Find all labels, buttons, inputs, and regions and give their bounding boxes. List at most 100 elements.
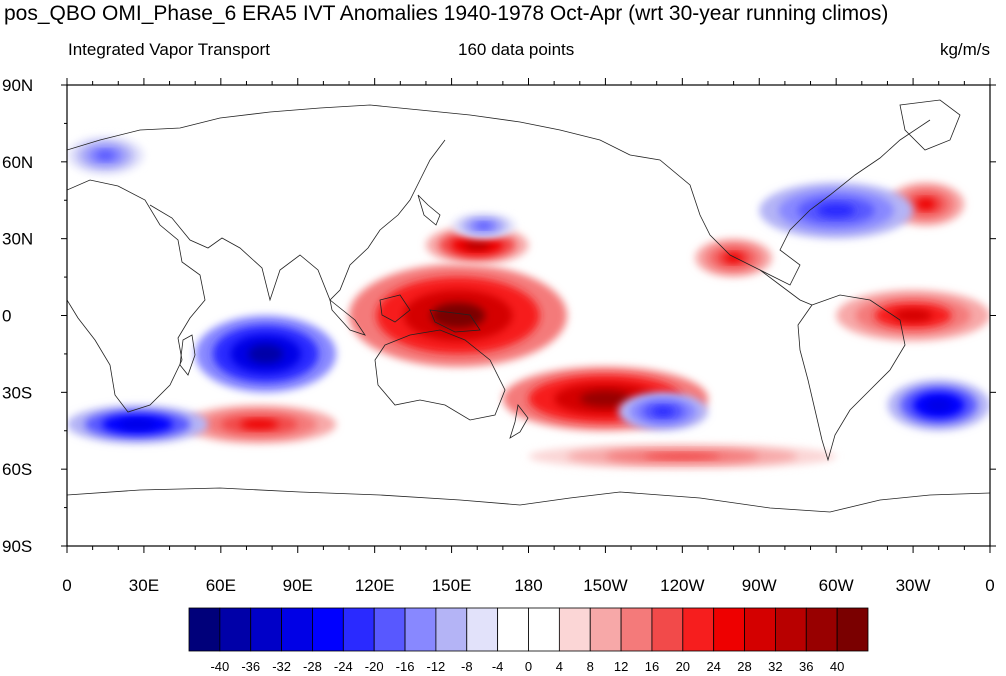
latitude-axis: 90N 60N 30N 0 30S 60S 90S [2, 76, 996, 556]
anomaly-region [618, 392, 708, 431]
colorbar-label: -20 [365, 659, 384, 674]
colorbar-label: 24 [706, 659, 720, 674]
lon-tick-label: 120E [355, 576, 395, 595]
anomaly-contour [643, 453, 721, 460]
anomaly-region [182, 405, 337, 444]
anomaly-contour [816, 203, 856, 218]
colorbar-swatch [312, 607, 344, 652]
colorbar-swatch [250, 607, 282, 652]
lat-tick-label: 60S [2, 460, 32, 479]
lon-tick-label: 150W [583, 576, 627, 595]
anomaly-contour [464, 240, 491, 250]
anomaly-region [349, 264, 567, 367]
coastline-sumatra [329, 299, 366, 336]
anomaly-region [836, 289, 990, 342]
lon-tick-label: 0 [62, 576, 71, 595]
colorbar-swatch [188, 607, 221, 652]
lat-tick-label: 30S [2, 383, 32, 402]
anomaly-field [67, 136, 990, 470]
colorbar-label: -16 [396, 659, 415, 674]
colorbar: -40 -36 -32 -28 -24 -20 -16 -12 -8 -4 0 4 8 12 16 20 24 2… [188, 607, 869, 674]
lon-tick-label: 120W [660, 576, 704, 595]
anomaly-region [759, 182, 914, 239]
colorbar-label: 36 [799, 659, 813, 674]
colorbar-label: -4 [492, 659, 504, 674]
lon-tick-label: 90E [283, 576, 313, 595]
colorbar-swatch [435, 607, 468, 652]
longitude-axis: 0 30E 60E 90E 120E 150E 180 150W 120W 90W 60W 30W 0 [62, 78, 995, 595]
anomaly-contour [248, 344, 284, 364]
anomaly-region [528, 443, 837, 470]
colorbar-swatch [589, 607, 622, 652]
colorbar-label: -40 [210, 659, 229, 674]
anomaly-contour [893, 309, 933, 322]
colorbar-swatch [373, 607, 406, 652]
coastline-borneo [379, 294, 411, 323]
colorbar-swatch [713, 607, 745, 652]
anomaly-contour [916, 198, 936, 210]
anomaly-contour [651, 406, 675, 417]
colorbar-swatch [558, 607, 591, 652]
colorbar-label: 20 [676, 659, 690, 674]
lat-tick-label: 0 [2, 307, 11, 326]
lon-tick-label: 30E [129, 576, 159, 595]
colorbar-label: -32 [272, 659, 291, 674]
colorbar-swatch [836, 607, 869, 652]
lon-tick-label: 30W [896, 576, 931, 595]
coastline-asia-south [149, 139, 446, 302]
anomaly-contour [579, 390, 632, 407]
colorbar-swatch [651, 607, 684, 652]
chart-title: pos_QBO OMI_Phase_6 ERA5 IVT Anomalies 1… [4, 2, 889, 25]
lon-tick-label: 180 [514, 576, 542, 595]
lon-tick-label: 60W [819, 576, 854, 595]
lat-tick-label: 30N [2, 230, 33, 249]
coastline-africa [67, 179, 206, 413]
colorbar-label: -36 [241, 659, 260, 674]
anomaly-region [67, 405, 209, 444]
anomaly-region [67, 136, 144, 175]
coastline-north-america [629, 119, 931, 286]
lon-tick-label: 60E [206, 576, 236, 595]
anomaly-contour [240, 419, 279, 430]
colorbar-label: -24 [334, 659, 353, 674]
lat-tick-label: 90S [2, 537, 32, 556]
coastline-newzealand [509, 404, 529, 439]
lon-tick-label: 0 [985, 576, 994, 595]
colorbar-swatch [497, 607, 529, 652]
coastlines [67, 99, 990, 513]
anomaly-region [195, 315, 337, 393]
lat-tick-label: 60N [2, 153, 33, 172]
coastline-antarctica [67, 487, 990, 513]
colorbar-swatch [342, 607, 375, 652]
colorbar-label: 28 [737, 659, 751, 674]
variable-label: Integrated Vapor Transport [68, 40, 270, 59]
anomaly-contour [475, 222, 492, 230]
colorbar-swatch [466, 607, 499, 652]
coastline-south-america [797, 294, 906, 462]
data-count-label: 160 data points [458, 40, 575, 59]
colorbar-swatch [281, 607, 313, 652]
anomaly-region [695, 238, 773, 278]
anomaly-contour [925, 398, 952, 412]
anomaly-region [887, 379, 990, 431]
colorbar-swatch [620, 607, 653, 652]
coastline-japan [417, 194, 441, 226]
lat-tick-label: 90N [2, 76, 33, 95]
anomaly-contour [95, 150, 116, 161]
colorbar-label: 16 [645, 659, 659, 674]
colorbar-label: -12 [427, 659, 446, 674]
coastline-central-america [759, 269, 813, 306]
colorbar-swatch [404, 607, 437, 652]
anomaly-contour [723, 253, 744, 263]
colorbar-swatch [744, 607, 776, 652]
coastline-newguinea [429, 309, 481, 333]
colorbar-label: 4 [556, 659, 563, 674]
coastline-asia-north [67, 104, 631, 156]
colorbar-label: 12 [614, 659, 628, 674]
coastline-greenland [899, 99, 961, 151]
colorbar-label: 40 [830, 659, 844, 674]
lon-tick-label: 150E [432, 576, 472, 595]
coastline-madagascar [179, 334, 196, 376]
colorbar-swatch [682, 607, 715, 652]
